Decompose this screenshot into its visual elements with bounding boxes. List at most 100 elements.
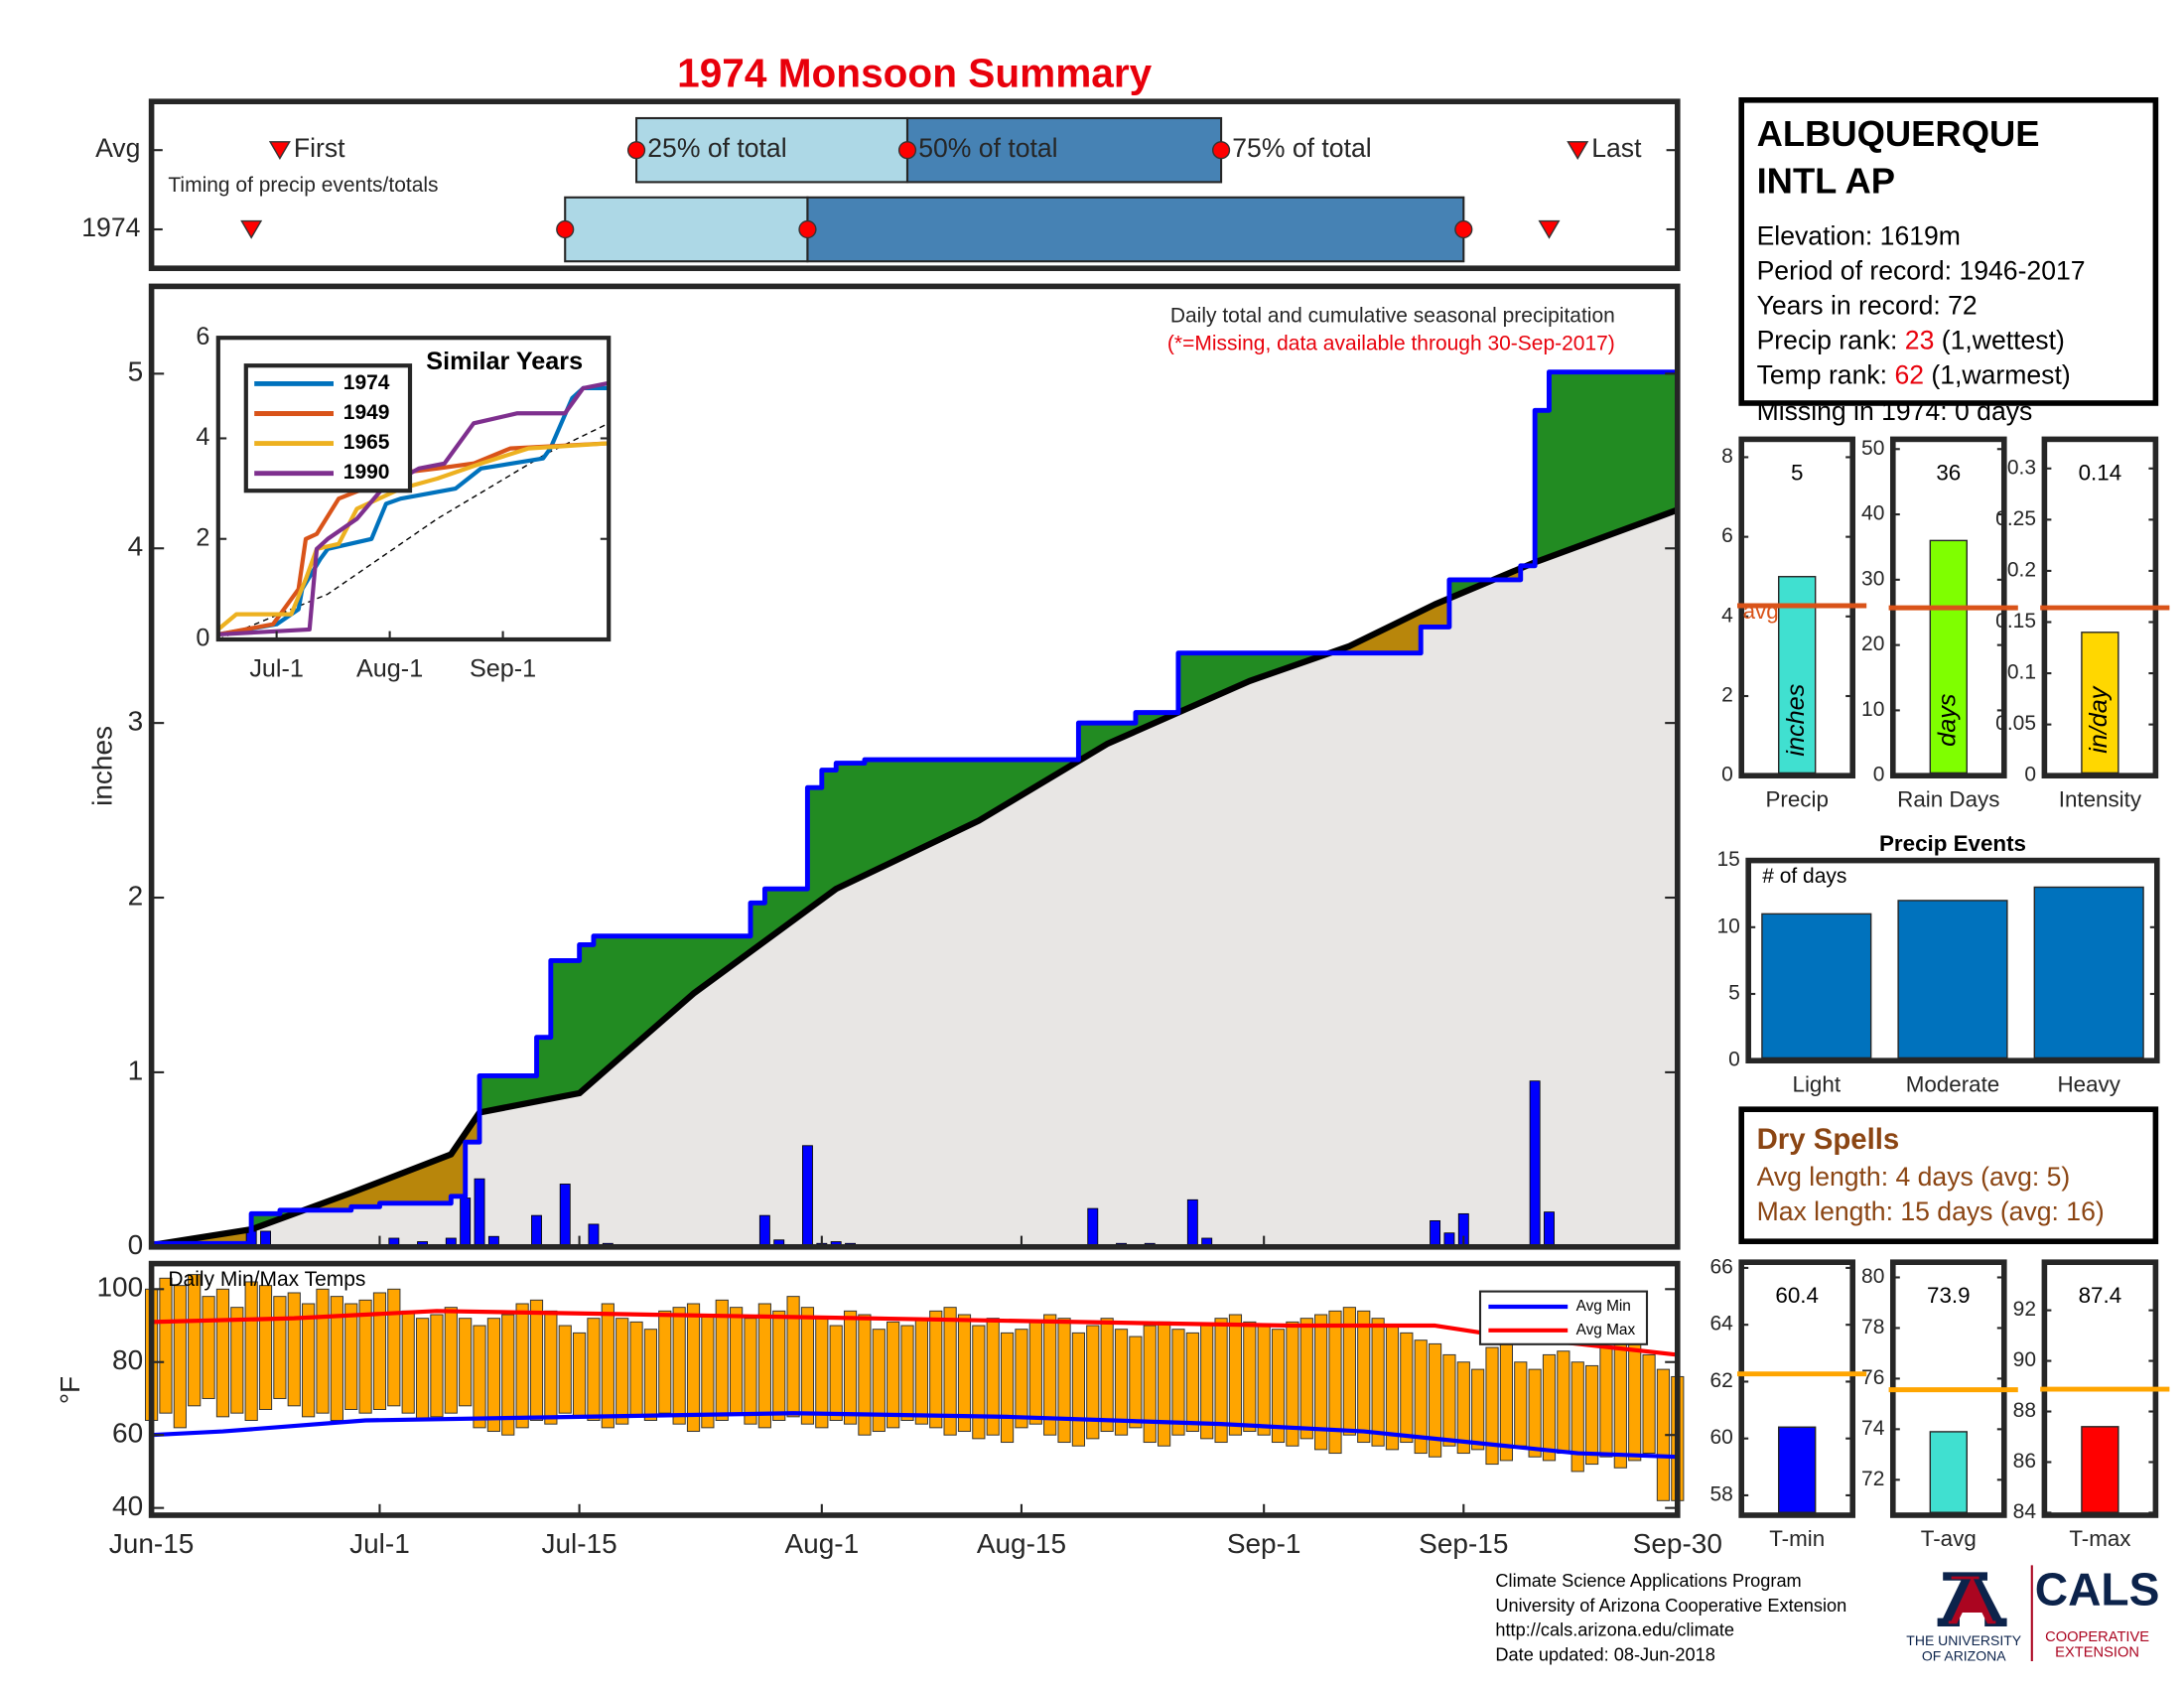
temp-range-bar — [258, 1285, 273, 1410]
station-name: ALBUQUERQUE — [1757, 113, 2040, 154]
temp-range-bar — [459, 1318, 473, 1407]
quartile-box — [806, 196, 1465, 263]
quartile-box — [564, 196, 809, 263]
rank-note: (1,warmest) — [1931, 359, 2070, 389]
temp-range-bar — [1000, 1332, 1015, 1444]
temp-range-bar — [858, 1314, 872, 1436]
temp-range-bar — [159, 1277, 173, 1414]
temp-range-bar — [843, 1310, 858, 1425]
footer-line: http://cals.arizona.edu/climate — [1495, 1620, 1734, 1640]
temp-range-bar — [1613, 1339, 1627, 1469]
y-tick-label: 0.15 — [1995, 610, 2036, 633]
temp-range-bar — [1371, 1318, 1385, 1447]
x-tick-label: Jun-15 — [109, 1528, 195, 1559]
temp-range-bar — [1086, 1325, 1100, 1440]
bar-frame — [1738, 1259, 1855, 1518]
station-box — [1738, 96, 2159, 406]
y-tick-label: 0 — [128, 1229, 144, 1260]
temp-range-bar — [943, 1307, 957, 1436]
x-tick-label: Aug-15 — [977, 1528, 1066, 1559]
temp-range-bar — [572, 1332, 587, 1418]
daily-bar — [802, 1145, 813, 1248]
legend-label: 1965 — [343, 431, 390, 454]
y-tick-label: 5 — [1728, 982, 1740, 1005]
total-marker — [626, 141, 646, 160]
y-tick-label: 88 — [2013, 1399, 2036, 1422]
temp-range-bar — [344, 1303, 358, 1410]
temp-range-bar — [273, 1296, 287, 1399]
total-marker — [1211, 141, 1231, 160]
temp-range-bar — [1057, 1318, 1071, 1444]
bar-unit: days — [1933, 693, 1961, 747]
temp-range-bar — [387, 1288, 401, 1407]
temp-range-bar — [515, 1303, 529, 1429]
temp-range-bar — [1414, 1339, 1428, 1455]
temp-range-bar — [188, 1274, 202, 1407]
daily-bar — [1087, 1207, 1099, 1248]
temp-range-bar — [1171, 1329, 1185, 1436]
marker-label: 25% of total — [647, 133, 786, 163]
quartile-box — [635, 116, 909, 184]
dry-spells-box — [1738, 1106, 2159, 1244]
temp-range-bar — [173, 1285, 187, 1429]
temp-range-bar — [972, 1325, 986, 1440]
daily-bar — [1430, 1219, 1441, 1248]
y-tick-label: 0 — [196, 625, 209, 652]
temp-range-bar — [1499, 1339, 1513, 1462]
inset-frame — [215, 336, 612, 642]
temp-range-bar — [1114, 1329, 1129, 1436]
inset-title: Similar Years — [426, 348, 583, 375]
value-label: 60.4 — [1775, 1283, 1819, 1308]
logo-a-inner — [1948, 1576, 1996, 1624]
x-tick-label: Sep-30 — [1633, 1528, 1722, 1559]
bar — [2081, 1426, 2119, 1513]
y-tick-label: 30 — [1861, 567, 1884, 590]
daily-bar — [1529, 1080, 1541, 1248]
y-tick-label: 60 — [1709, 1426, 1732, 1449]
logo-extension: EXTENSION — [2055, 1644, 2139, 1660]
temp-range-bar — [587, 1318, 601, 1422]
rank-value: 62 — [1894, 359, 1924, 389]
legend-label: 1974 — [343, 371, 390, 394]
bar-unit: inches — [1782, 683, 1810, 756]
station-rank: Temp rank: 62 (1,warmest) — [1757, 359, 2071, 389]
event-marker — [268, 141, 291, 160]
temp-range-bar — [230, 1307, 244, 1414]
temp-range-bar — [544, 1310, 558, 1425]
y-tick-label: 90 — [2013, 1348, 2036, 1371]
y-tick-label: 6 — [1721, 524, 1733, 547]
y-tick-label: 84 — [2013, 1500, 2037, 1523]
temp-range-bar — [1557, 1350, 1570, 1455]
temp-range-bar — [401, 1310, 415, 1414]
value-label: 5 — [1791, 460, 1803, 485]
x-tick-label: Aug-1 — [784, 1528, 859, 1559]
row-label: Avg — [95, 133, 140, 163]
temp-range-bar — [715, 1299, 729, 1422]
daily-bar — [559, 1184, 571, 1248]
temp-range-bar — [1456, 1361, 1470, 1455]
y-tick-label: 40 — [112, 1490, 143, 1521]
station-info: Elevation: 1619m — [1757, 220, 1961, 250]
series-line — [217, 385, 610, 637]
daily-bar — [460, 1197, 472, 1248]
temp-range-bar — [1585, 1364, 1599, 1466]
rank-note: (1,wettest) — [1942, 325, 2065, 354]
y-tick-label: 50 — [1861, 437, 1884, 460]
y-tick-label: 4 — [196, 423, 209, 451]
marker-label: Last — [1591, 133, 1642, 163]
x-tick-label: Intensity — [2059, 786, 2142, 811]
temp-range-bar — [887, 1321, 900, 1429]
temp-frame — [148, 1260, 1681, 1518]
y-tick-label: 80 — [1861, 1265, 1884, 1288]
daily-bar — [1186, 1198, 1198, 1248]
dry-spells-title: Dry Spells — [1757, 1123, 1900, 1156]
y-tick-label: 10 — [1861, 698, 1884, 721]
value-label: 73.9 — [1927, 1283, 1971, 1308]
temp-range-bar — [800, 1307, 815, 1425]
y-tick-label: 0.1 — [2007, 661, 2036, 684]
temp-range-bar — [372, 1292, 387, 1410]
temp-range-bar — [957, 1314, 972, 1433]
temp-range-bar — [1257, 1325, 1271, 1436]
value-label: 87.4 — [2079, 1283, 2122, 1308]
